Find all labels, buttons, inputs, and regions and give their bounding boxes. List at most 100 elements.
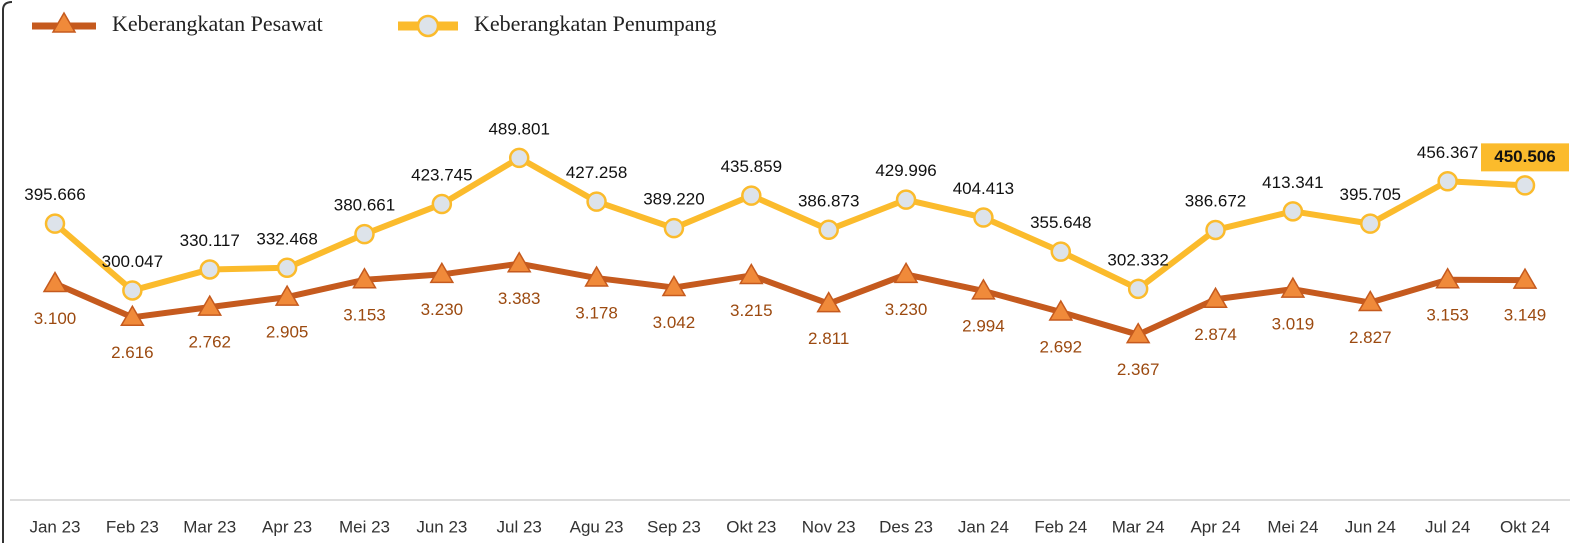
data-label: 2.616 [111, 343, 154, 362]
data-label: 423.745 [411, 166, 472, 185]
data-label: 3.383 [498, 289, 541, 308]
data-label: 395.705 [1340, 185, 1401, 204]
x-tick-label: Mar 24 [1112, 517, 1165, 536]
x-tick-label: Jan 23 [29, 517, 80, 536]
marker [1125, 322, 1151, 344]
x-tick-label: Agu 23 [570, 517, 624, 536]
frame [1, 1, 13, 70]
x-tick-label: Mei 23 [339, 517, 390, 536]
data-label: 355.648 [1030, 213, 1091, 232]
marker [1437, 171, 1458, 192]
marker [429, 261, 455, 284]
marker [508, 147, 530, 169]
series-line [53, 154, 1526, 294]
marker [354, 223, 375, 245]
data-label: 404.413 [953, 179, 1014, 198]
data-label: 489.801 [488, 119, 549, 138]
marker [1360, 213, 1381, 234]
marker [431, 193, 453, 215]
data-label: 3.100 [34, 309, 77, 328]
data-label: 2.827 [1349, 328, 1392, 347]
x-tick-label: Mar 23 [183, 517, 236, 536]
marker [816, 291, 841, 313]
data-label: 302.332 [1107, 250, 1168, 269]
marker [1514, 175, 1536, 196]
x-tick-label: Feb 23 [106, 517, 159, 536]
data-label: 427.258 [566, 163, 627, 182]
x-tick-label: Okt 24 [1500, 517, 1550, 536]
marker [1203, 286, 1228, 309]
data-label: 3.153 [343, 305, 386, 324]
data-label: 3.230 [885, 300, 928, 319]
marker [973, 207, 994, 228]
marker [1205, 219, 1226, 241]
marker [1435, 267, 1460, 289]
highlight-box [1481, 143, 1569, 172]
x-tick-label: Jun 24 [1345, 517, 1396, 536]
marker [42, 270, 68, 293]
data-label: 3.149 [1504, 306, 1547, 325]
marker [122, 280, 143, 301]
legend-marker [51, 11, 77, 33]
x-tick-label: Sep 23 [647, 517, 701, 536]
legend-label: Keberangkatan Penumpang [474, 11, 717, 36]
series-line [53, 260, 1526, 338]
data-label: 2.874 [1194, 325, 1237, 344]
x-tick-label: Des 23 [879, 517, 933, 536]
data-label: 332.468 [256, 229, 317, 248]
marker [352, 267, 377, 289]
x-tick-label: Jul 23 [497, 517, 542, 536]
data-label: 2.994 [962, 316, 1005, 335]
marker [1050, 241, 1072, 262]
marker [274, 284, 300, 306]
x-tick-label: Nov 23 [802, 517, 856, 536]
data-label: 386.873 [798, 191, 859, 210]
marker [971, 278, 996, 300]
data-label: 3.042 [653, 313, 696, 332]
data-label: 3.153 [1426, 305, 1469, 324]
marker [584, 265, 609, 287]
marker [506, 251, 532, 273]
data-label: 330.117 [180, 231, 240, 250]
data-label: 2.692 [1040, 337, 1083, 356]
data-label: 2.762 [188, 333, 231, 352]
marker [1048, 299, 1074, 321]
data-label: 456.367 [1417, 143, 1478, 162]
data-label: 2.811 [808, 329, 849, 348]
data-label: 2.367 [1117, 360, 1160, 379]
data-label: 450.506 [1494, 147, 1555, 166]
x-tick-label: Okt 23 [726, 517, 776, 536]
marker [197, 294, 223, 316]
marker [276, 257, 298, 279]
marker [661, 275, 687, 297]
marker [739, 262, 764, 285]
data-label: 2.905 [266, 323, 309, 342]
marker [586, 191, 607, 212]
marker [1127, 278, 1149, 300]
marker [1282, 201, 1304, 222]
data-label: 395.666 [24, 185, 85, 204]
x-tick-label: Jan 24 [958, 517, 1009, 536]
data-label: 380.661 [334, 196, 395, 215]
marker [44, 213, 66, 234]
marker [893, 261, 919, 284]
data-label: 300.047 [102, 252, 163, 271]
data-label: 3.230 [421, 300, 464, 319]
marker [1512, 267, 1538, 289]
data-label: 386.672 [1185, 191, 1246, 210]
marker [120, 304, 145, 327]
x-tick-label: Feb 24 [1034, 517, 1087, 536]
data-label: 435.859 [721, 157, 782, 176]
x-tick-label: Apr 24 [1190, 517, 1240, 536]
data-label: 3.019 [1272, 315, 1315, 334]
x-tick-label: Jun 23 [416, 517, 467, 536]
marker [1280, 276, 1306, 298]
x-tick-label: Mei 24 [1267, 517, 1318, 536]
marker [895, 189, 917, 210]
marker [818, 219, 839, 241]
data-label: 3.215 [730, 301, 773, 320]
legend-marker [416, 14, 440, 38]
marker [741, 185, 762, 206]
x-tick-label: Apr 23 [262, 517, 312, 536]
